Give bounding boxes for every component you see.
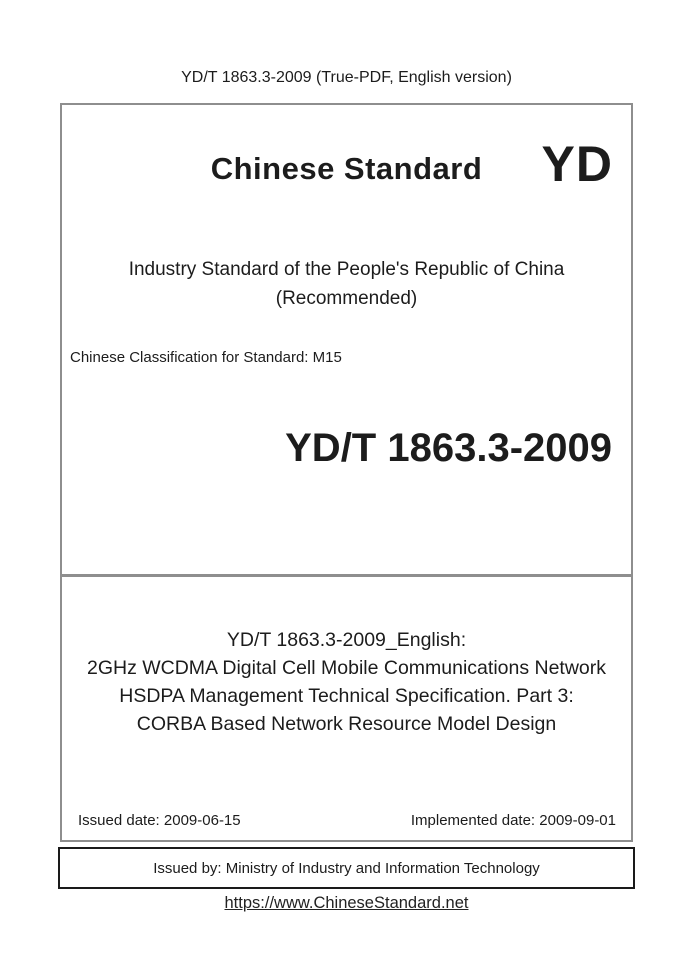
- issued-by-line: Issued by: Ministry of Industry and Info…: [153, 859, 540, 877]
- yd-logo: YD: [541, 136, 613, 192]
- standard-number: YD/T 1863.3-2009: [285, 426, 612, 470]
- cover-box: Chinese Standard YD Industry Standard of…: [60, 103, 633, 842]
- english-title-line-4: CORBA Based Network Resource Model Desig…: [136, 713, 557, 735]
- english-title-line-3: HSDPA Management Technical Specification…: [119, 685, 574, 707]
- recommended-line: (Recommended): [275, 288, 418, 309]
- country-block: Industry Standard of the People's Republ…: [62, 255, 631, 313]
- dates-row: Issued date: 2009-06-15 Implemented date…: [78, 811, 616, 830]
- issuer-box: Issued by: Ministry of Industry and Info…: [58, 847, 635, 889]
- country-standard-line: Industry Standard of the People's Republ…: [128, 259, 565, 280]
- classification-line: Chinese Classification for Standard: M15: [70, 349, 342, 366]
- footer-link-wrap: https://www.ChineseStandard.net: [0, 893, 693, 913]
- site-title: Chinese Standard: [210, 151, 483, 186]
- issued-date: Issued date: 2009-06-15: [78, 812, 241, 829]
- english-title-block: YD/T 1863.3-2009_English: 2GHz WCDMA Dig…: [62, 626, 631, 738]
- site-link[interactable]: https://www.ChineseStandard.net: [224, 894, 469, 912]
- english-title-line-1: YD/T 1863.3-2009_English:: [226, 629, 467, 651]
- header-note: YD/T 1863.3-2009 (True-PDF, English vers…: [181, 69, 512, 86]
- english-title-line-2: 2GHz WCDMA Digital Cell Mobile Communica…: [86, 657, 607, 679]
- implemented-date: Implemented date: 2009-09-01: [410, 812, 616, 829]
- section-divider: [62, 574, 631, 577]
